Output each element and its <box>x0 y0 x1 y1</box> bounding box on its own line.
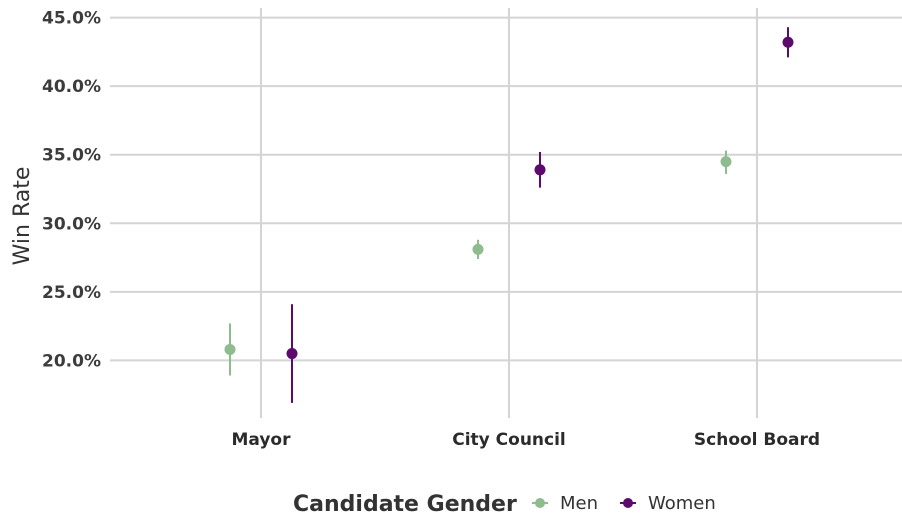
data-marks <box>224 27 794 403</box>
y-axis-label: Win Rate <box>10 167 35 266</box>
legend: Candidate Gender Men Women <box>293 492 716 517</box>
x-tick-label: School Board <box>694 430 820 450</box>
grid-lines <box>110 8 902 418</box>
x-tick-label: Mayor <box>231 430 291 450</box>
legend-entries: Men Women <box>532 493 716 514</box>
point-men <box>472 243 484 255</box>
legend-label-men: Men <box>560 493 598 514</box>
legend-title: Candidate Gender <box>293 492 517 517</box>
y-tick-label: 20.0% <box>42 351 101 371</box>
point-women <box>782 36 794 48</box>
y-tick-label: 30.0% <box>42 214 101 234</box>
x-tick-labels: Mayor City Council School Board <box>231 430 820 450</box>
y-tick-labels: 20.0% 25.0% 30.0% 35.0% 40.0% 45.0% <box>42 9 101 372</box>
point-women <box>534 164 546 176</box>
point-men <box>224 343 236 355</box>
y-tick-label: 35.0% <box>42 146 101 166</box>
y-tick-label: 40.0% <box>42 77 101 97</box>
point-men <box>720 156 732 168</box>
point-women <box>286 348 298 360</box>
y-tick-label: 25.0% <box>42 283 101 303</box>
y-tick-label: 45.0% <box>42 9 101 29</box>
legend-key-dot-women <box>623 498 633 508</box>
legend-label-women: Women <box>648 493 716 514</box>
x-tick-label: City Council <box>452 430 566 450</box>
legend-key-dot-men <box>535 498 545 508</box>
